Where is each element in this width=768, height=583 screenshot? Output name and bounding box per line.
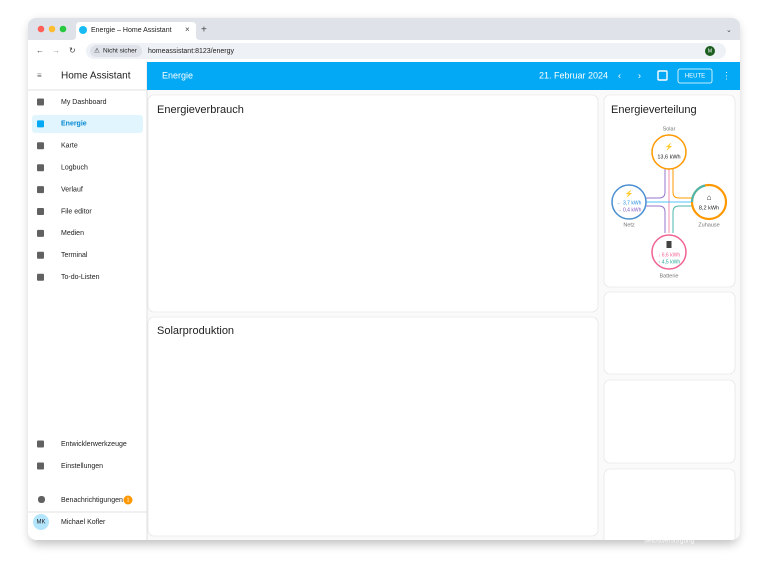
- sidebar-item[interactable]: Medien: [61, 230, 84, 237]
- notifications[interactable]: Benachrichtigungen: [61, 497, 123, 504]
- tab-bar: [28, 18, 740, 40]
- security-label: Nicht sicher: [103, 48, 138, 55]
- flow-diagram: Solar ⚡ 13,6 kWh ⚡ ← 3,7 kWh → 0,4 kWh N…: [611, 126, 728, 279]
- node-label: Netz: [623, 222, 635, 228]
- item-icon: [37, 98, 44, 106]
- tab-title: Energie – Home Assistant: [91, 27, 172, 34]
- flow-line: [672, 169, 692, 199]
- solar-node[interactable]: [651, 134, 687, 170]
- badge: [123, 495, 133, 505]
- card-title: Solarproduktion: [157, 325, 234, 337]
- next-day[interactable]: ›: [638, 70, 641, 80]
- flow-line: [646, 205, 666, 233]
- sidebar-bg: [28, 62, 147, 540]
- node-label: Batterie: [660, 273, 679, 279]
- avatar[interactable]: [33, 514, 49, 530]
- consumption-card: [147, 94, 599, 313]
- tab-icon: [79, 26, 87, 34]
- item-icon: [37, 229, 44, 237]
- calendar-icon[interactable]: [657, 70, 668, 81]
- sidebar-item[interactable]: Verlauf: [61, 186, 83, 193]
- card-title: Energieverteilung: [611, 104, 697, 116]
- sidebar-item[interactable]: Terminal: [61, 252, 88, 259]
- bell-icon: [38, 496, 45, 503]
- toolbar-title: Energie: [162, 70, 193, 80]
- zoom-dot[interactable]: [59, 25, 67, 33]
- gauge-card: [603, 291, 736, 375]
- item-icon: [37, 273, 44, 281]
- flow-line: [672, 205, 692, 233]
- sidebar-title: Home Assistant: [61, 71, 131, 82]
- item-icon: [37, 462, 44, 470]
- sidebar-item[interactable]: Karte: [61, 143, 78, 150]
- sidebar-item[interactable]: File editor: [61, 208, 92, 215]
- sidebar-item[interactable]: Energie: [61, 121, 87, 128]
- node-icon: ⌂: [707, 193, 712, 202]
- item-icon: [37, 251, 44, 259]
- today-button[interactable]: [677, 68, 713, 84]
- gauge-card: [603, 468, 736, 545]
- avatar-initials: MK: [37, 520, 46, 526]
- back[interactable]: ←: [36, 46, 44, 55]
- today-label: HEUTE: [685, 74, 705, 80]
- card-title: Energieverbrauch: [157, 104, 244, 116]
- profile-letter: M: [708, 48, 712, 54]
- node-value: ↓ 6,6 kWh: [658, 252, 680, 258]
- item-icon: [37, 164, 44, 172]
- url: homeassistant:8123/energy: [148, 48, 234, 55]
- item-icon: [37, 120, 44, 128]
- omnibox[interactable]: [86, 43, 726, 59]
- browser-window: Energie – Home Assistant × + ⌄ ← → ↻ ⚠ N…: [28, 18, 740, 545]
- node-value: 8,2 kWh: [699, 205, 719, 211]
- new-tab[interactable]: +: [201, 25, 207, 36]
- profile[interactable]: [705, 46, 715, 56]
- item-icon: [37, 440, 44, 448]
- user-name[interactable]: Michael Kofler: [61, 519, 106, 526]
- item-icon: [37, 186, 44, 194]
- warning-icon: ⚠: [94, 47, 100, 55]
- tab-close[interactable]: ×: [185, 25, 190, 34]
- sidebar-item[interactable]: To-do-Listen: [61, 274, 100, 281]
- more-menu[interactable]: ⋮: [722, 70, 731, 80]
- node-icon: [666, 241, 672, 248]
- date: 21. Februar 2024: [539, 70, 608, 80]
- reload[interactable]: ↻: [69, 46, 76, 55]
- menu-icon[interactable]: ≡: [37, 71, 42, 80]
- toolbar: [147, 62, 740, 90]
- solar-card: [147, 316, 599, 537]
- battery-node[interactable]: [651, 234, 687, 270]
- node-label: Solar: [663, 126, 676, 132]
- node-value: ← 3,7 kWh: [617, 200, 642, 206]
- prev-day[interactable]: ‹: [618, 70, 621, 80]
- flow-line: [646, 169, 666, 199]
- node-label: Zuhause: [698, 222, 719, 228]
- forward[interactable]: →: [52, 46, 60, 55]
- node-icon: ⚡: [665, 142, 674, 151]
- item-icon: [37, 208, 44, 215]
- node-value: → 0,4 kWh: [617, 207, 642, 213]
- node-value: ↑ 4,5 kWh: [658, 259, 680, 265]
- minimize-dot[interactable]: [48, 25, 56, 33]
- close-dot[interactable]: [37, 25, 45, 33]
- sidebar-item[interactable]: My Dashboard: [61, 99, 107, 106]
- sidebar-item[interactable]: Einstellungen: [61, 463, 103, 470]
- item-icon: [37, 142, 44, 150]
- badge-count: 1: [127, 497, 130, 503]
- gauge-card: [603, 379, 736, 464]
- active-item-bg: [32, 115, 143, 133]
- node-value: 13,6 kWh: [657, 154, 680, 160]
- security-chip[interactable]: [90, 45, 142, 57]
- node-icon: ⚡: [625, 189, 634, 198]
- home-ring: [690, 184, 706, 203]
- active-tab[interactable]: [72, 22, 200, 40]
- grid-node[interactable]: [611, 184, 647, 220]
- sidebar: ≡ Home Assistant MK Michael Kofler 1 Ben…: [28, 62, 148, 540]
- tab-menu[interactable]: ⌄: [726, 27, 732, 34]
- sidebar-item[interactable]: Entwicklerwerkzeuge: [61, 441, 127, 448]
- sidebar-item[interactable]: Logbuch: [61, 165, 88, 172]
